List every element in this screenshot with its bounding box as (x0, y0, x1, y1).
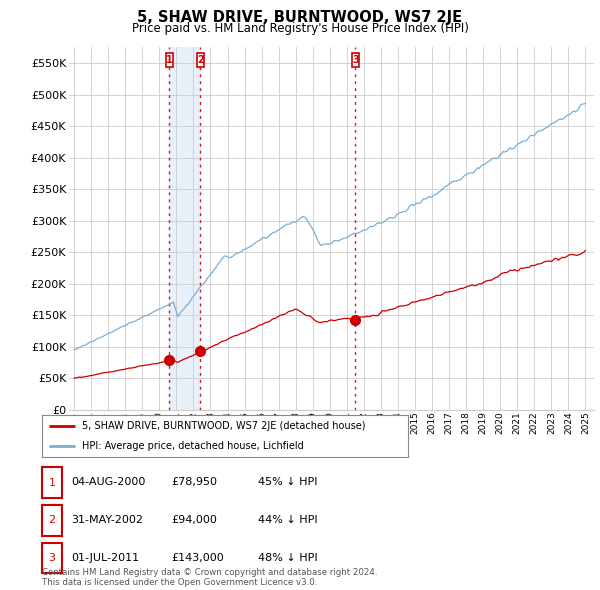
Bar (169, 47, 200, 410)
FancyBboxPatch shape (197, 53, 204, 67)
Text: Price paid vs. HM Land Registry's House Price Index (HPI): Price paid vs. HM Land Registry's House … (131, 22, 469, 35)
FancyBboxPatch shape (166, 53, 173, 67)
Text: 48% ↓ HPI: 48% ↓ HPI (258, 553, 317, 562)
Text: HPI: Average price, detached house, Lichfield: HPI: Average price, detached house, Lich… (82, 441, 304, 451)
Text: 31-MAY-2002: 31-MAY-2002 (71, 515, 143, 525)
Text: 1: 1 (166, 55, 173, 64)
Text: 2: 2 (49, 516, 55, 525)
Text: £94,000: £94,000 (171, 515, 217, 525)
Text: 04-AUG-2000: 04-AUG-2000 (71, 477, 145, 487)
Text: 5, SHAW DRIVE, BURNTWOOD, WS7 2JE: 5, SHAW DRIVE, BURNTWOOD, WS7 2JE (137, 10, 463, 25)
Text: 3: 3 (49, 553, 55, 563)
Text: Contains HM Land Registry data © Crown copyright and database right 2024.
This d: Contains HM Land Registry data © Crown c… (42, 568, 377, 587)
Text: 1: 1 (49, 478, 55, 487)
FancyBboxPatch shape (352, 53, 359, 67)
Text: 5, SHAW DRIVE, BURNTWOOD, WS7 2JE (detached house): 5, SHAW DRIVE, BURNTWOOD, WS7 2JE (detac… (82, 421, 366, 431)
Text: 2: 2 (197, 55, 204, 64)
Text: 3: 3 (352, 55, 359, 64)
Text: £78,950: £78,950 (171, 477, 217, 487)
Text: 45% ↓ HPI: 45% ↓ HPI (258, 477, 317, 487)
Text: £143,000: £143,000 (171, 553, 224, 562)
Text: 01-JUL-2011: 01-JUL-2011 (71, 553, 139, 562)
Text: 44% ↓ HPI: 44% ↓ HPI (258, 515, 317, 525)
